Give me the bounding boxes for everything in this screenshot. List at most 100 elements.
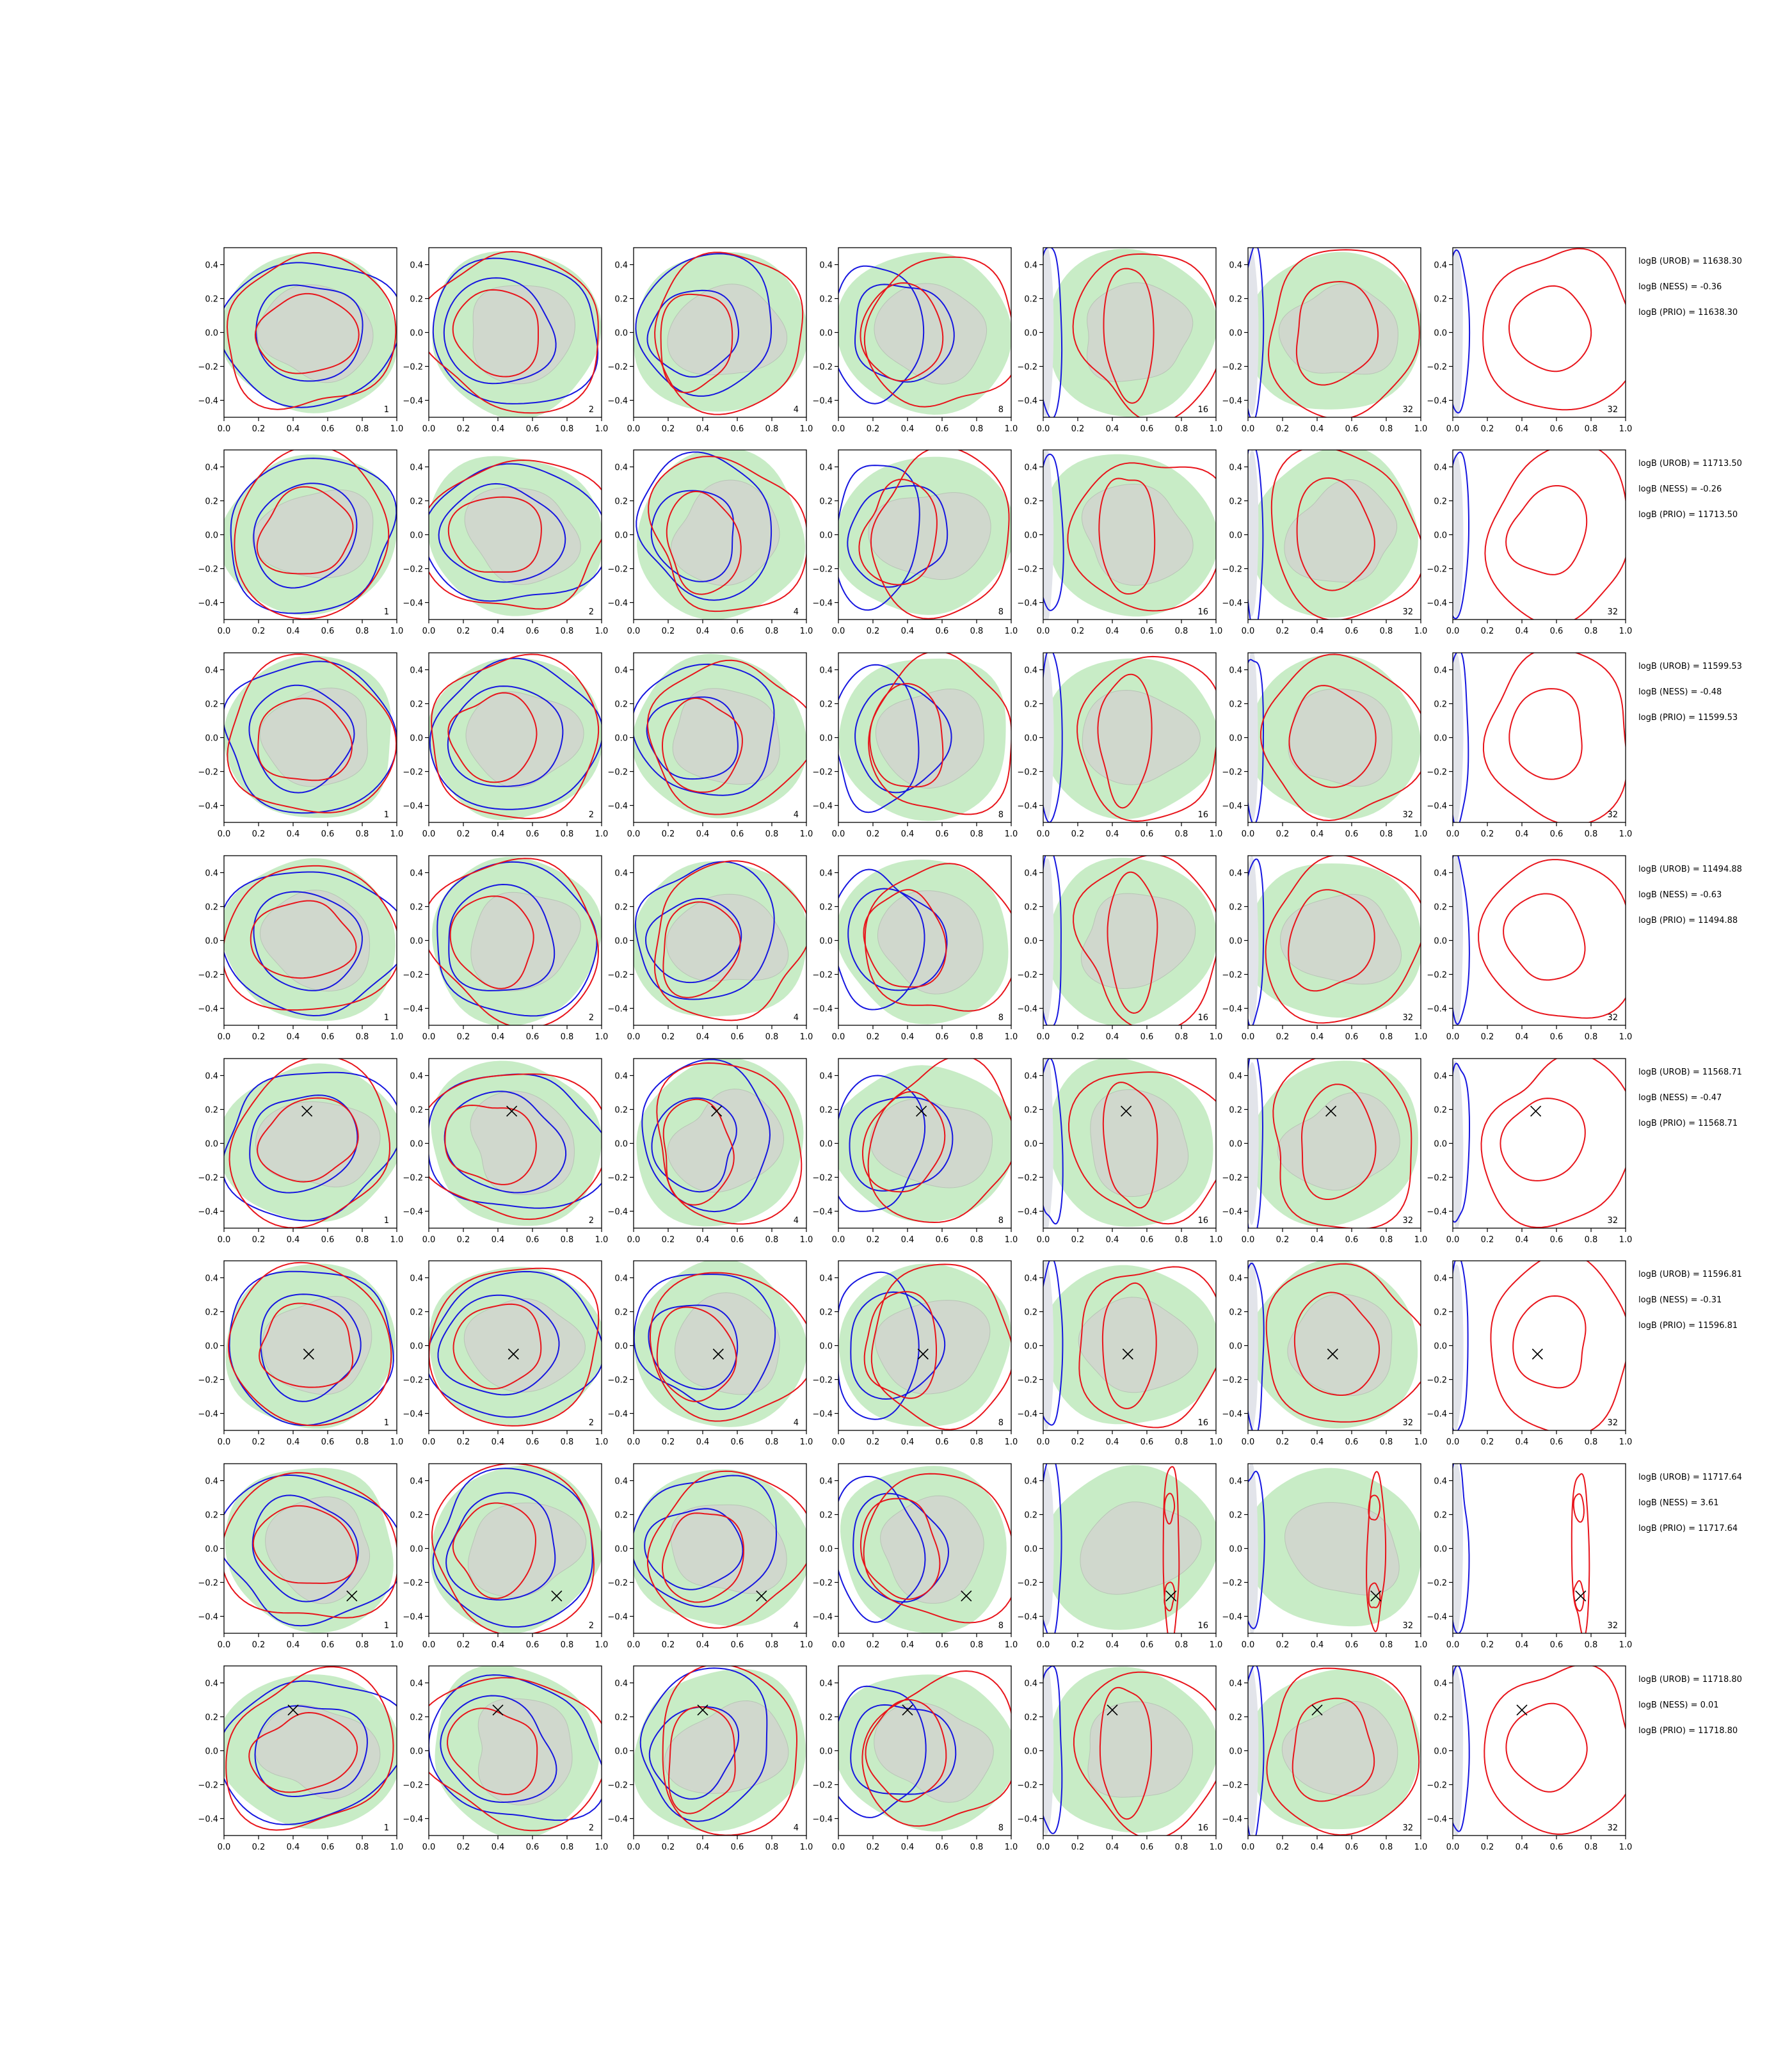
x-tick-label: 0.0 (832, 424, 845, 434)
x-tick-label: 1.0 (1414, 627, 1428, 636)
x-tick-label: 0.0 (1446, 1032, 1460, 1042)
x-tick-label: 0.8 (970, 424, 984, 434)
x-tick-label: 0.6 (321, 1843, 335, 1852)
x-tick-label: 0.0 (627, 424, 641, 434)
x-tick-label: 0.8 (970, 1640, 984, 1650)
y-tick-label: 0.2 (1434, 295, 1447, 305)
x-tick-label: 0.2 (1071, 1437, 1085, 1447)
edge-density (1248, 1062, 1259, 1225)
x-tick-label: 0.8 (1585, 1640, 1598, 1650)
x-tick-label: 0.4 (1106, 829, 1119, 839)
iteration-label: 32 (1402, 405, 1413, 415)
x-tick-label: 0.8 (765, 1235, 779, 1245)
x-tick-label: 0.8 (1175, 1437, 1188, 1447)
y-tick-label: 0.0 (1434, 1545, 1447, 1555)
x-tick-label: 1.0 (595, 627, 609, 636)
x-tick-label: 0.6 (1140, 1640, 1154, 1650)
red-contour (429, 858, 600, 1025)
y-tick-label: 0.0 (205, 1747, 218, 1757)
red-contour (1292, 1697, 1375, 1802)
red-contour (452, 1303, 542, 1390)
y-tick-label: 0.2 (819, 1308, 833, 1318)
red-contour (1102, 1082, 1158, 1209)
red-contour (1508, 688, 1583, 780)
edge-density (1453, 1264, 1464, 1430)
blue-contour (1043, 1261, 1064, 1426)
iteration-label: 1 (384, 405, 389, 415)
x-tick-label: 1.0 (1619, 1235, 1633, 1245)
blue-contour (838, 1476, 926, 1623)
x-tick-label: 1.0 (1005, 1640, 1018, 1650)
x-tick-label: 0.4 (696, 1032, 710, 1042)
subplot: 0.0 0.2 0.4 0.6 0.8 1.0 0.4 0.2 0.0 −0.2 −0.4 32 (1427, 652, 1632, 839)
x-tick-label: 0.2 (662, 424, 675, 434)
y-tick-label: 0.2 (410, 1511, 423, 1521)
x-tick-label: 0.6 (1550, 829, 1564, 839)
x-tick-label: 0.2 (867, 1640, 880, 1650)
x-tick-label: 0.2 (457, 829, 470, 839)
x-tick-label: 0.4 (1311, 1437, 1324, 1447)
y-tick-label: 0.2 (819, 497, 833, 507)
y-tick-label: 0.0 (410, 329, 423, 339)
axes-frame (1452, 1463, 1626, 1634)
x-tick-label: 0.8 (356, 1640, 369, 1650)
y-tick-label: −0.4 (1222, 802, 1242, 812)
red-contour (860, 282, 944, 382)
subplot: 0.0 0.2 0.4 0.6 0.8 1.0 0.4 0.2 0.0 −0.2 −0.4 1 (198, 247, 403, 434)
x-tick-label: 0.4 (1311, 1843, 1324, 1852)
y-tick-label: 0.4 (1024, 1477, 1037, 1487)
red-contour (444, 1104, 537, 1185)
logb-stat: logB (UROB) = 11638.30 (1638, 257, 1742, 266)
y-tick-label: 0.2 (410, 1106, 423, 1116)
subplot: 0.0 0.2 0.4 0.6 0.8 1.0 0.4 0.2 0.0 −0.2 −0.4 16 (1017, 1665, 1223, 1852)
y-tick-label: 0.0 (1024, 329, 1037, 339)
x-tick-label: 0.4 (492, 627, 505, 636)
density-region-inner (1082, 689, 1201, 785)
x-tick-label: 0.2 (1276, 1843, 1290, 1852)
y-tick-label: −0.2 (198, 565, 218, 575)
y-tick-label: −0.2 (812, 768, 833, 778)
iteration-label: 32 (1402, 607, 1413, 617)
blue-contour (1248, 248, 1265, 417)
y-tick-label: 0.4 (1229, 1679, 1242, 1689)
x-tick-label: 0.8 (561, 1437, 574, 1447)
y-tick-label: 0.4 (1434, 1477, 1447, 1487)
y-tick-label: 0.2 (1229, 295, 1242, 305)
subplot: 0.0 0.2 0.4 0.6 0.8 1.0 0.4 0.2 0.0 −0.2 −0.4 32 (1222, 1260, 1427, 1447)
y-tick-label: 0.4 (410, 463, 423, 473)
red-contour (1505, 485, 1588, 575)
red-contour (257, 698, 353, 781)
x-tick-label: 1.0 (1210, 1843, 1223, 1852)
logb-stat: logB (UROB) = 11494.88 (1638, 865, 1742, 874)
red-contour (1508, 285, 1592, 372)
x-tick-label: 1.0 (800, 1032, 813, 1042)
density-region-inner (1281, 1700, 1398, 1796)
x-tick-label: 0.2 (1481, 1235, 1494, 1245)
density-region-inner (877, 890, 984, 995)
blue-contour (838, 1075, 926, 1212)
y-tick-label: 0.4 (1434, 261, 1447, 271)
x-tick-label: 1.0 (1005, 1437, 1018, 1447)
y-tick-label: −0.2 (1427, 971, 1447, 980)
subplot: 0.0 0.2 0.4 0.6 0.8 1.0 0.4 0.2 0.0 −0.2 −0.4 1 (198, 1260, 403, 1447)
red-contour (858, 479, 938, 586)
x-tick-label: 0.4 (492, 1843, 505, 1852)
subplot: 0.0 0.2 0.4 0.6 0.8 1.0 0.4 0.2 0.0 −0.2 −0.4 32 (1222, 449, 1428, 636)
y-tick-label: 0.2 (205, 1308, 218, 1318)
y-tick-label: 0.4 (1229, 1274, 1242, 1284)
red-contour (862, 1091, 946, 1193)
blue-contour (1248, 1059, 1264, 1228)
edge-density (1248, 1666, 1259, 1836)
iteration-label: 2 (589, 1013, 594, 1023)
x-tick-label: 1.0 (1414, 1640, 1428, 1650)
red-contour (863, 256, 1011, 408)
x-tick-label: 1.0 (595, 424, 609, 434)
x-tick-label: 0.4 (287, 424, 300, 434)
y-tick-label: −0.2 (198, 1579, 218, 1588)
true-value-marker (492, 1704, 504, 1716)
logb-stat: logB (PRIO) = 11718.80 (1638, 1726, 1738, 1736)
x-tick-label: 0.0 (832, 1235, 845, 1245)
edge-density (1043, 1261, 1054, 1430)
true-value-marker (902, 1704, 913, 1716)
true-value-marker (1311, 1704, 1323, 1716)
